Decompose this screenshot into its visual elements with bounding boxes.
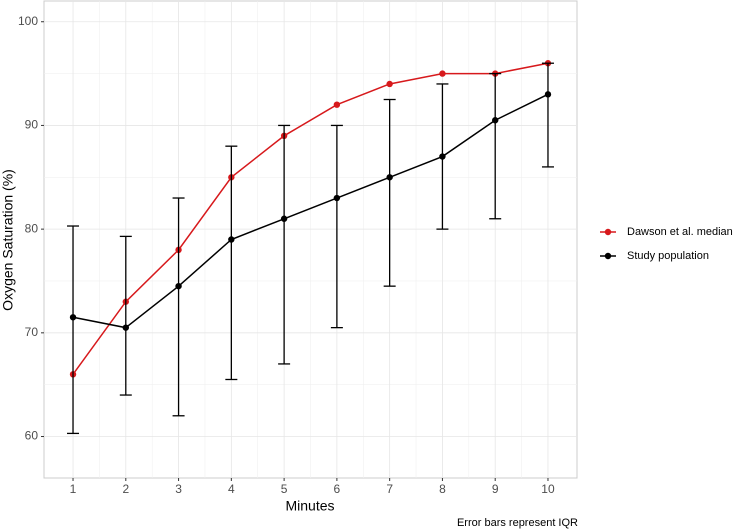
error-bar	[67, 225, 80, 435]
x-tick-label: 2	[122, 482, 129, 496]
error-bar	[383, 98, 396, 287]
y-tick-label: 90	[25, 118, 39, 132]
y-tick-label: 100	[18, 14, 38, 28]
error-bar	[172, 197, 185, 417]
x-tick-label: 4	[228, 482, 235, 496]
point	[122, 324, 129, 331]
point	[228, 236, 235, 243]
x-tick-label: 7	[386, 482, 393, 496]
point	[175, 282, 182, 290]
series-line	[72, 93, 549, 329]
series-line	[72, 62, 549, 375]
point	[69, 314, 77, 321]
x-tick-label: 3	[175, 482, 182, 496]
y-tick-label: 80	[25, 221, 39, 235]
error-bar	[119, 235, 132, 396]
y-axis-title: Oxygen Saturation (%)	[0, 169, 16, 311]
legend-label: Dawson et al. median	[627, 226, 733, 238]
point	[544, 91, 552, 98]
point	[492, 117, 499, 124]
point	[333, 194, 341, 202]
point	[333, 101, 341, 108]
point	[386, 174, 393, 181]
error-bar	[278, 124, 291, 365]
x-tick-label: 10	[541, 482, 555, 496]
x-tick-label: 5	[281, 482, 288, 496]
x-tick-label: 9	[492, 482, 499, 496]
y-tick-label: 60	[25, 429, 39, 443]
x-tick-label: 8	[439, 482, 446, 496]
error-bar	[330, 124, 343, 329]
y-tick-label: 70	[25, 325, 39, 339]
error-bar	[541, 62, 554, 168]
error-bar	[225, 145, 238, 381]
legend-point	[604, 252, 612, 260]
legend-point	[604, 228, 612, 236]
point	[439, 70, 446, 77]
point	[439, 153, 446, 160]
x-tick-label: 1	[70, 482, 77, 496]
legend-label: Study population	[627, 250, 709, 262]
error-bar	[489, 72, 502, 220]
point	[386, 80, 393, 88]
point	[280, 215, 288, 222]
x-axis-title: Minutes	[285, 498, 334, 514]
marks	[67, 60, 554, 435]
x-tick-label: 6	[334, 482, 341, 496]
caption: Error bars represent IQR	[457, 517, 578, 529]
